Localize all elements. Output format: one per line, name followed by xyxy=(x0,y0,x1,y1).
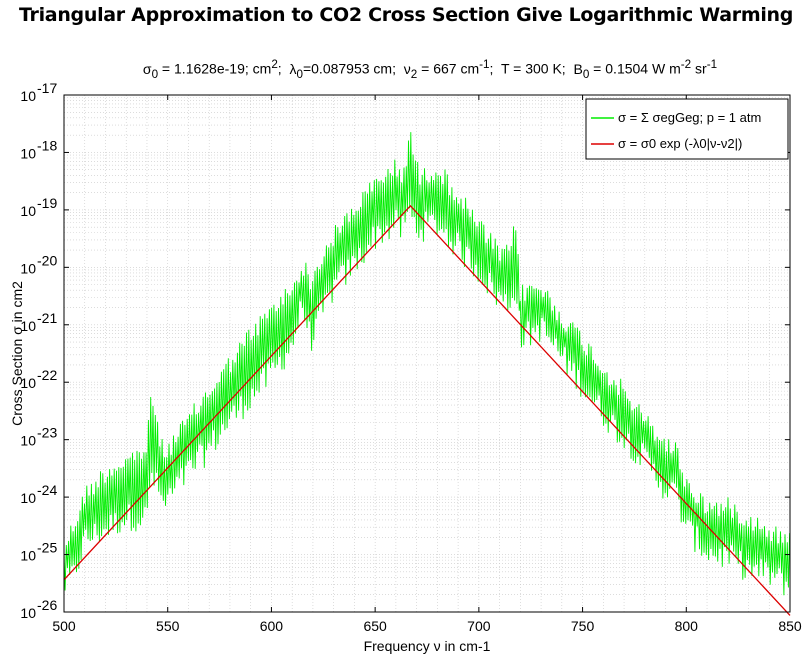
x-tick-label: 550 xyxy=(156,618,180,634)
x-axis-label: Frequency ν in cm-1 xyxy=(364,638,491,654)
y-tick-label: 10 xyxy=(20,145,36,161)
subtitle-b0-symbol: B0 xyxy=(573,60,590,81)
subtitle-sigma0-value: 1.1628e-19 xyxy=(174,60,245,77)
y-tick-exponent: -23 xyxy=(37,425,57,441)
x-tick-label: 850 xyxy=(778,618,802,634)
y-tick-exponent: -19 xyxy=(37,195,57,211)
y-tick-exponent: -18 xyxy=(37,137,57,153)
y-tick-label: 10 xyxy=(20,605,36,621)
y-tick-exponent: -24 xyxy=(37,482,57,498)
legend-red-label: σ = σ0 exp (-λ0|ν-ν2|) xyxy=(618,136,742,151)
subtitle-nu2-symbol: ν2 xyxy=(403,60,418,81)
green-series-line xyxy=(63,132,791,596)
legend: σ = Σ σegGeg; p = 1 atm σ = σ0 exp (-λ0|ν… xyxy=(585,98,789,160)
subtitle-sigma0-symbol: σ0 xyxy=(142,60,159,81)
y-tick-exponent: -20 xyxy=(37,252,57,268)
y-tick-exponent: -17 xyxy=(37,80,57,96)
chart-title: Triangular Approximation to CO2 Cross Se… xyxy=(18,4,794,26)
red-series-line xyxy=(63,204,791,616)
y-tick-label: 10 xyxy=(20,260,36,276)
y-tick-label: 10 xyxy=(20,433,36,449)
y-tick-label: 10 xyxy=(20,490,36,506)
x-tick-label: 750 xyxy=(571,618,595,634)
y-tick-label: 10 xyxy=(20,203,36,219)
subtitle-lambda0-value: 0.087953 xyxy=(311,60,370,77)
chart-subtitle: σ0 = 1.1628e-19; cm2; λ0=0.087953 cm; ν2… xyxy=(142,58,718,81)
y-axis-label: Cross Section σ in cm2 xyxy=(9,281,25,426)
legend-green-label: σ = Σ σegGeg; p = 1 atm xyxy=(618,110,761,125)
x-tick-label: 700 xyxy=(467,618,491,634)
subtitle-temperature-value: 300 xyxy=(525,60,549,77)
x-tick-label: 500 xyxy=(52,618,76,634)
subtitle-b0-value: 0.1504 xyxy=(605,60,649,77)
subtitle-lambda0-symbol: λ0 xyxy=(289,60,303,81)
y-tick-exponent: -22 xyxy=(37,367,57,383)
y-tick-exponent: -21 xyxy=(37,310,57,326)
y-tick-exponent: -26 xyxy=(37,597,57,613)
y-tick-label: 10 xyxy=(20,548,36,564)
y-tick-label: 10 xyxy=(20,318,36,334)
y-tick-label: 10 xyxy=(20,88,36,104)
y-tick-exponent: -25 xyxy=(37,540,57,556)
x-tick-label: 800 xyxy=(675,618,699,634)
y-tick-label: 10 xyxy=(20,375,36,391)
plot-frame xyxy=(63,94,791,613)
legend-box xyxy=(585,98,789,160)
x-tick-label: 650 xyxy=(363,618,387,634)
plot-area xyxy=(63,132,791,616)
subtitle-nu2-value: 667 xyxy=(433,60,457,77)
x-tick-label: 600 xyxy=(260,618,284,634)
grid xyxy=(63,95,791,613)
